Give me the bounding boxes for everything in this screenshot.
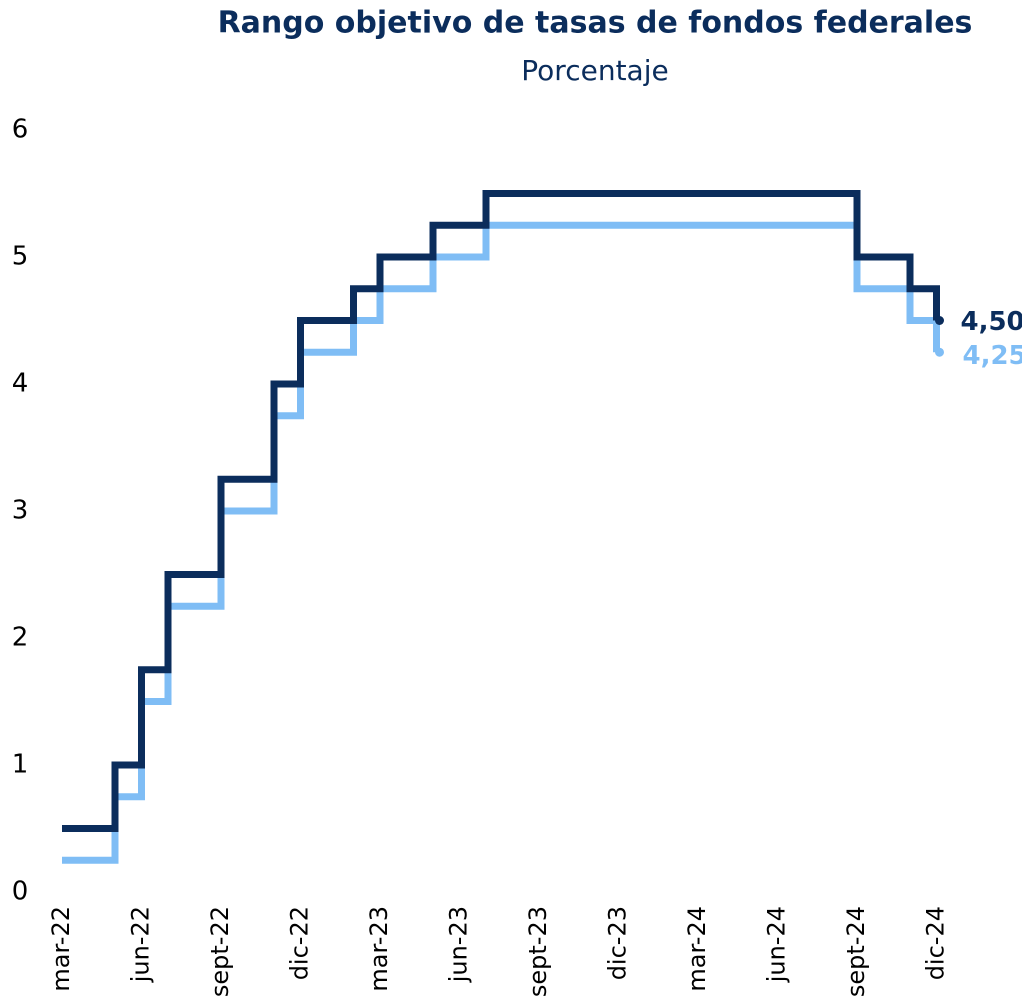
x-tick-label: dic-24 (922, 906, 950, 980)
value-label: 4,50 (961, 307, 1022, 337)
x-tick-label: sept-23 (524, 906, 552, 997)
step-line (62, 190, 940, 832)
y-tick-label: 6 (12, 115, 29, 145)
x-tick-label: dic-22 (286, 906, 314, 980)
y-tick-label: 0 (12, 877, 29, 907)
x-tick-label: jun-22 (127, 906, 155, 983)
x-tick-label: mar-24 (683, 906, 711, 992)
chart-subtitle: Porcentaje (521, 54, 668, 87)
y-tick-label: 5 (12, 242, 29, 272)
x-tick-label: sept-24 (842, 906, 870, 997)
end-point (935, 316, 944, 325)
y-tick-label: 3 (12, 496, 29, 526)
y-tick-label: 2 (12, 623, 29, 653)
x-tick-label: dic-23 (604, 906, 632, 980)
y-tick-label: 4 (12, 369, 29, 399)
x-tick-label: sept-22 (206, 906, 234, 997)
value-label: 4,25 (963, 341, 1022, 371)
chart-title: Rango objetivo de tasas de fondos federa… (218, 6, 973, 41)
end-point (935, 347, 944, 357)
step-line (62, 221, 940, 864)
x-tick-label: jun-24 (763, 906, 791, 983)
x-tick-label: jun-23 (445, 906, 473, 983)
x-tick-label: mar-22 (47, 906, 75, 992)
x-tick-label: mar-23 (365, 906, 393, 992)
y-tick-label: 1 (12, 750, 29, 780)
